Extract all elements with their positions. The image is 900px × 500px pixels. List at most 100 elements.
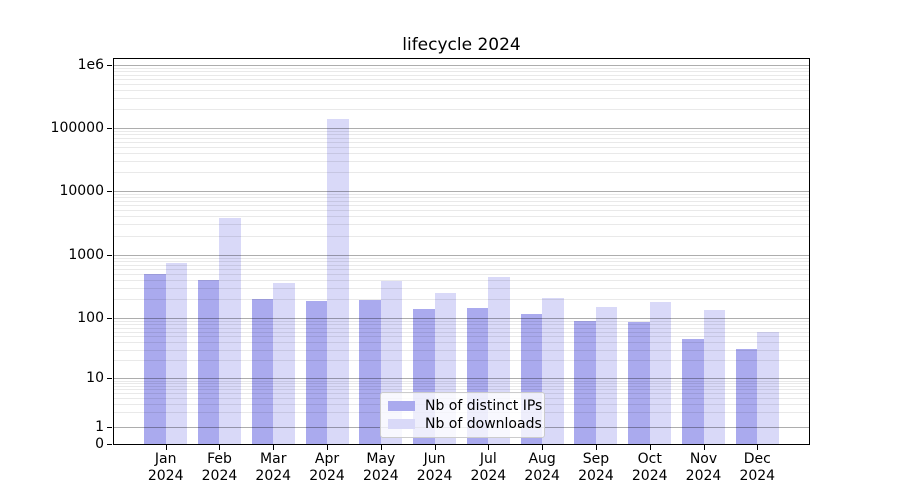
gridline-minor [114,130,809,132]
gridline-minor [114,68,809,70]
x-tick-year: 2024 [631,467,668,484]
gridline-minor [114,349,809,351]
gridline-minor [114,261,809,263]
gridline-minor [114,280,809,282]
gridline-minor [114,171,809,173]
y-tick-label: 1 [95,419,104,435]
gridline-minor [114,380,809,382]
x-tick [380,445,382,450]
y-tick-label: 0 [95,436,104,452]
grid-layer [114,59,809,444]
x-tick-label: Mar 2024 [243,451,303,484]
legend-item: Nb of downloads [388,415,544,433]
x-tick [327,445,329,450]
bar-distinct-ips-feb [197,280,220,444]
x-tick-label: Aug 2024 [512,451,572,484]
x-tick-year: 2024 [470,467,507,484]
y-tick [107,444,112,445]
gridline-minor [114,274,809,276]
gridline-minor [114,360,809,362]
gridline-minor [114,205,809,207]
gridline-minor [114,210,809,212]
x-tick [165,445,167,450]
gridline-minor [114,197,809,199]
gridline-minor [114,385,809,387]
x-tick-year: 2024 [739,467,776,484]
gridline-minor [114,216,809,218]
gridline-minor [114,342,809,344]
chart-title: lifecycle 2024 [402,35,521,55]
x-tick-year: 2024 [201,467,238,484]
gridline-minor [114,389,809,391]
gridline-minor [114,200,809,202]
gridline-minor [114,90,809,92]
bar-distinct-ips-mar [251,299,274,444]
bar-distinct-ips-jan [144,274,166,444]
y-tick-label: 100 [77,310,104,327]
x-tick [273,445,275,450]
y-tick-label: 10000 [59,183,104,199]
y-tick [107,191,112,192]
x-tick-year: 2024 [255,467,292,484]
gridline-minor [114,257,809,259]
x-tick [219,445,221,450]
bar-distinct-ips-oct [628,322,650,444]
gridline-minor [114,324,809,326]
x-tick [649,445,651,450]
x-tick-label: Apr 2024 [297,451,357,484]
gridline-minor [114,299,809,301]
x-tick-label: Jun 2024 [405,451,465,484]
x-tick-year: 2024 [416,467,453,484]
legend-label-downloads: Nb of downloads [425,416,542,432]
gridline-minor [114,71,809,73]
x-tick-label: Nov 2024 [674,451,734,484]
legend-swatch-distinct-ips [388,401,415,411]
gridline-minor [114,79,809,81]
x-tick-label: Oct 2024 [620,451,680,484]
plot-area [113,58,810,445]
gridline-minor [114,108,809,110]
gridline-minor [114,327,809,329]
y-tick-label: 1000 [68,247,104,263]
gridline-minor [114,141,809,143]
gridline-major [114,127,809,129]
gridline-major [114,255,809,256]
gridline-minor [114,269,809,271]
bar-distinct-ips-dec [735,348,758,444]
gridline-minor [114,336,809,338]
bar-downloads-mar [273,283,295,444]
x-tick-year: 2024 [685,467,722,484]
x-tick [434,445,436,450]
x-tick-year: 2024 [524,467,560,484]
y-tick [107,255,112,256]
legend-label-distinct-ips: Nb of distinct IPs [425,398,543,414]
bar-downloads-oct [649,302,672,444]
gridline-minor [114,160,809,162]
bar-distinct-ips-may [359,299,381,444]
x-tick-year: 2024 [578,467,614,484]
gridline-major [114,191,809,192]
x-tick [703,445,705,450]
gridline-minor [114,133,809,135]
x-tick [488,445,490,450]
bar-distinct-ips-nov [682,338,704,444]
y-tick [107,127,112,129]
bar-distinct-ips-apr [305,300,328,444]
y-tick-label: 100000 [50,119,104,136]
gridline-major [114,378,809,380]
bar-downloads-feb [219,217,241,444]
gridline-major [114,318,809,320]
gridline-minor [114,383,809,385]
bar-downloads-dec [757,332,779,444]
gridline-minor [114,235,809,237]
y-tick [107,318,112,320]
x-tick-label: Dec 2024 [727,451,787,484]
x-tick-year: 2024 [362,467,399,484]
legend-item: Nb of distinct IPs [388,397,544,415]
gridline-minor [114,264,809,266]
gridline-minor [114,224,809,226]
x-tick-year: 2024 [309,467,345,484]
y-tick [107,65,112,67]
gridline-minor [114,74,809,76]
